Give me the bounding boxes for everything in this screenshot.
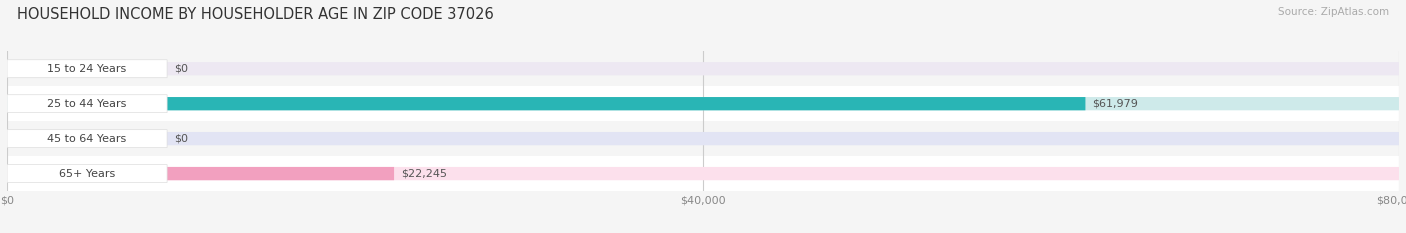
Bar [7, 86, 1399, 121]
FancyBboxPatch shape [7, 132, 1399, 145]
FancyBboxPatch shape [7, 167, 1399, 180]
FancyBboxPatch shape [7, 130, 167, 147]
Text: $0: $0 [174, 134, 188, 144]
FancyBboxPatch shape [7, 165, 167, 182]
Text: $61,979: $61,979 [1092, 99, 1139, 109]
Text: 65+ Years: 65+ Years [59, 169, 115, 178]
FancyBboxPatch shape [7, 60, 167, 78]
Bar [7, 156, 1399, 191]
FancyBboxPatch shape [7, 167, 394, 180]
FancyBboxPatch shape [7, 97, 1399, 110]
FancyBboxPatch shape [7, 97, 1085, 110]
Text: Source: ZipAtlas.com: Source: ZipAtlas.com [1278, 7, 1389, 17]
FancyBboxPatch shape [7, 62, 1399, 75]
FancyBboxPatch shape [7, 95, 167, 113]
Bar [7, 51, 1399, 86]
Text: $22,245: $22,245 [401, 169, 447, 178]
Text: 45 to 64 Years: 45 to 64 Years [48, 134, 127, 144]
Text: 25 to 44 Years: 25 to 44 Years [48, 99, 127, 109]
Text: $0: $0 [174, 64, 188, 74]
Bar [7, 121, 1399, 156]
Text: HOUSEHOLD INCOME BY HOUSEHOLDER AGE IN ZIP CODE 37026: HOUSEHOLD INCOME BY HOUSEHOLDER AGE IN Z… [17, 7, 494, 22]
Text: 15 to 24 Years: 15 to 24 Years [48, 64, 127, 74]
